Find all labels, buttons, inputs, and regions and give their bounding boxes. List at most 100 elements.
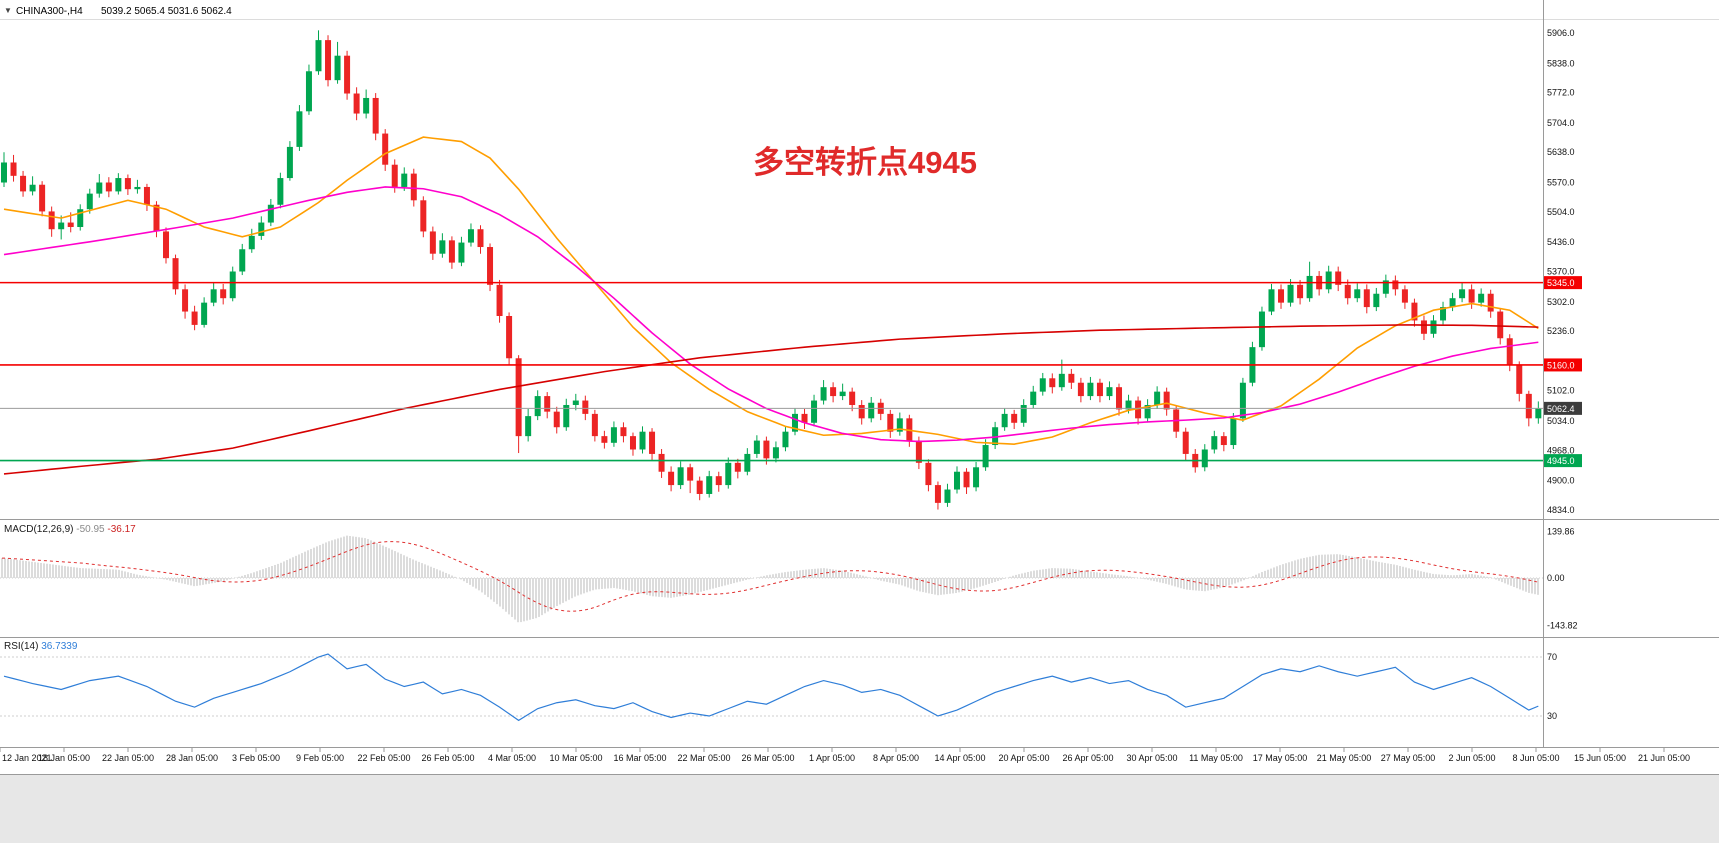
- candle-body: [334, 55, 341, 81]
- candle-body: [1401, 289, 1408, 303]
- candle-body: [1058, 373, 1065, 388]
- candle-body: [801, 413, 808, 423]
- candle-body: [601, 436, 608, 443]
- candle-body: [963, 471, 970, 488]
- candle-body: [868, 402, 875, 419]
- candle-body: [296, 111, 303, 147]
- candle-body: [639, 431, 646, 450]
- candle-body: [29, 184, 36, 192]
- candle-body: [1506, 338, 1513, 365]
- rsi-axis-label: 30: [1547, 711, 1557, 721]
- candle-body: [915, 440, 922, 463]
- candle-body: [1430, 320, 1437, 334]
- candle-body: [429, 231, 436, 254]
- candle-body: [134, 186, 141, 190]
- candle-body: [286, 146, 293, 179]
- time-axis-label: 4 Mar 05:00: [488, 753, 536, 763]
- candle-body: [239, 249, 246, 272]
- price-axis-label: 5436.0: [1547, 237, 1575, 247]
- annotation-text: 多空转折点4945: [753, 145, 977, 180]
- rsi-value: 36.7339: [41, 641, 78, 652]
- candle-body: [401, 173, 408, 187]
- candle-body: [1478, 293, 1485, 303]
- candlestick-series: [1, 30, 1542, 510]
- candle-body: [248, 235, 255, 250]
- time-axis-label: 11 May 05:00: [1189, 753, 1243, 763]
- price-axis-label: 4968.0: [1547, 445, 1575, 455]
- candle-body: [325, 40, 332, 81]
- candle-body: [1335, 271, 1342, 285]
- candle-body: [1182, 431, 1189, 454]
- candle-body: [811, 400, 818, 423]
- candle-body: [1125, 400, 1132, 410]
- candle-body: [277, 178, 284, 205]
- time-axis-label: 16 Mar 05:00: [613, 753, 666, 763]
- price-axis-label: 5838.0: [1547, 58, 1575, 68]
- time-axis-label: 27 May 05:00: [1381, 753, 1436, 763]
- rsi-axis-label: 70: [1547, 652, 1557, 662]
- macd-signal-value: -36.17: [107, 524, 136, 535]
- chart-ohlc-values: 5039.2 5065.4 5031.6 5062.4: [101, 6, 232, 17]
- macd-signal-line: [1, 541, 1539, 612]
- candle-body: [1497, 311, 1504, 339]
- candle-body: [582, 400, 589, 414]
- current-price-tag: [1544, 401, 1582, 415]
- candle-body: [954, 471, 960, 490]
- candle-body: [706, 476, 713, 494]
- candle-body: [1487, 293, 1494, 312]
- candle-body: [220, 289, 227, 299]
- candle-body: [163, 231, 170, 259]
- candle-body: [572, 400, 579, 405]
- time-axis-label: 18 Jan 05:00: [38, 753, 90, 763]
- candle-body: [1363, 289, 1370, 308]
- candle-body: [620, 427, 627, 437]
- candle-body: [934, 485, 941, 503]
- candle-body: [1049, 378, 1056, 388]
- symbol-dropdown-icon[interactable]: ▼: [4, 6, 12, 15]
- candle-body: [896, 418, 903, 432]
- candle-body: [305, 71, 312, 112]
- candle-body: [553, 411, 560, 428]
- candle-body: [363, 97, 370, 114]
- chart-canvas[interactable]: 5906.0 5838.0 5772.0 5704.0 5638.0 5570.0 5504…: [0, 0, 1719, 769]
- candle-body: [1087, 382, 1094, 397]
- window-footer: [0, 774, 1719, 843]
- price-axis-label: 5034.0: [1547, 416, 1575, 426]
- candle-body: [1068, 373, 1075, 383]
- candle-body: [487, 247, 494, 285]
- candle-body: [315, 40, 322, 72]
- candle-body: [696, 480, 703, 494]
- candle-body: [410, 173, 417, 201]
- time-axis-label: 26 Mar 05:00: [741, 753, 794, 763]
- time-axis-label: 1 Apr 05:00: [809, 753, 855, 763]
- ma-medium-magenta: [3, 186, 1539, 443]
- time-axis-label: 22 Jan 05:00: [102, 753, 154, 763]
- candle-body: [172, 258, 179, 290]
- time-axis-label: 22 Feb 05:00: [357, 753, 410, 763]
- candle-body: [1201, 449, 1208, 468]
- candle-body: [1154, 391, 1161, 405]
- candle-body: [1116, 387, 1123, 410]
- candle-body: [1211, 436, 1218, 450]
- candle-body: [849, 391, 856, 405]
- candle-body: [1392, 280, 1399, 290]
- candle-body: [1106, 387, 1113, 397]
- price-tag-4945.0: [1544, 454, 1582, 468]
- candle-body: [67, 222, 74, 228]
- candle-body: [763, 440, 770, 459]
- candle-body: [96, 182, 103, 194]
- time-axis-label: 10 Mar 05:00: [549, 753, 602, 763]
- candle-body: [830, 387, 837, 397]
- price-axis-label: 5504.0: [1547, 207, 1575, 217]
- time-axis-label: 12 Jan 2021: [2, 753, 52, 763]
- macd-histogram: [1, 535, 1539, 623]
- candle-body: [1135, 400, 1142, 419]
- current-price-tag-text: 5062.4: [1547, 404, 1575, 414]
- candle-body: [201, 302, 208, 325]
- candle-body: [39, 184, 46, 212]
- candle-body: [344, 55, 351, 94]
- macd-axis-label: 0.00: [1547, 573, 1565, 583]
- candle-body: [1144, 404, 1151, 419]
- candle-body: [944, 489, 951, 503]
